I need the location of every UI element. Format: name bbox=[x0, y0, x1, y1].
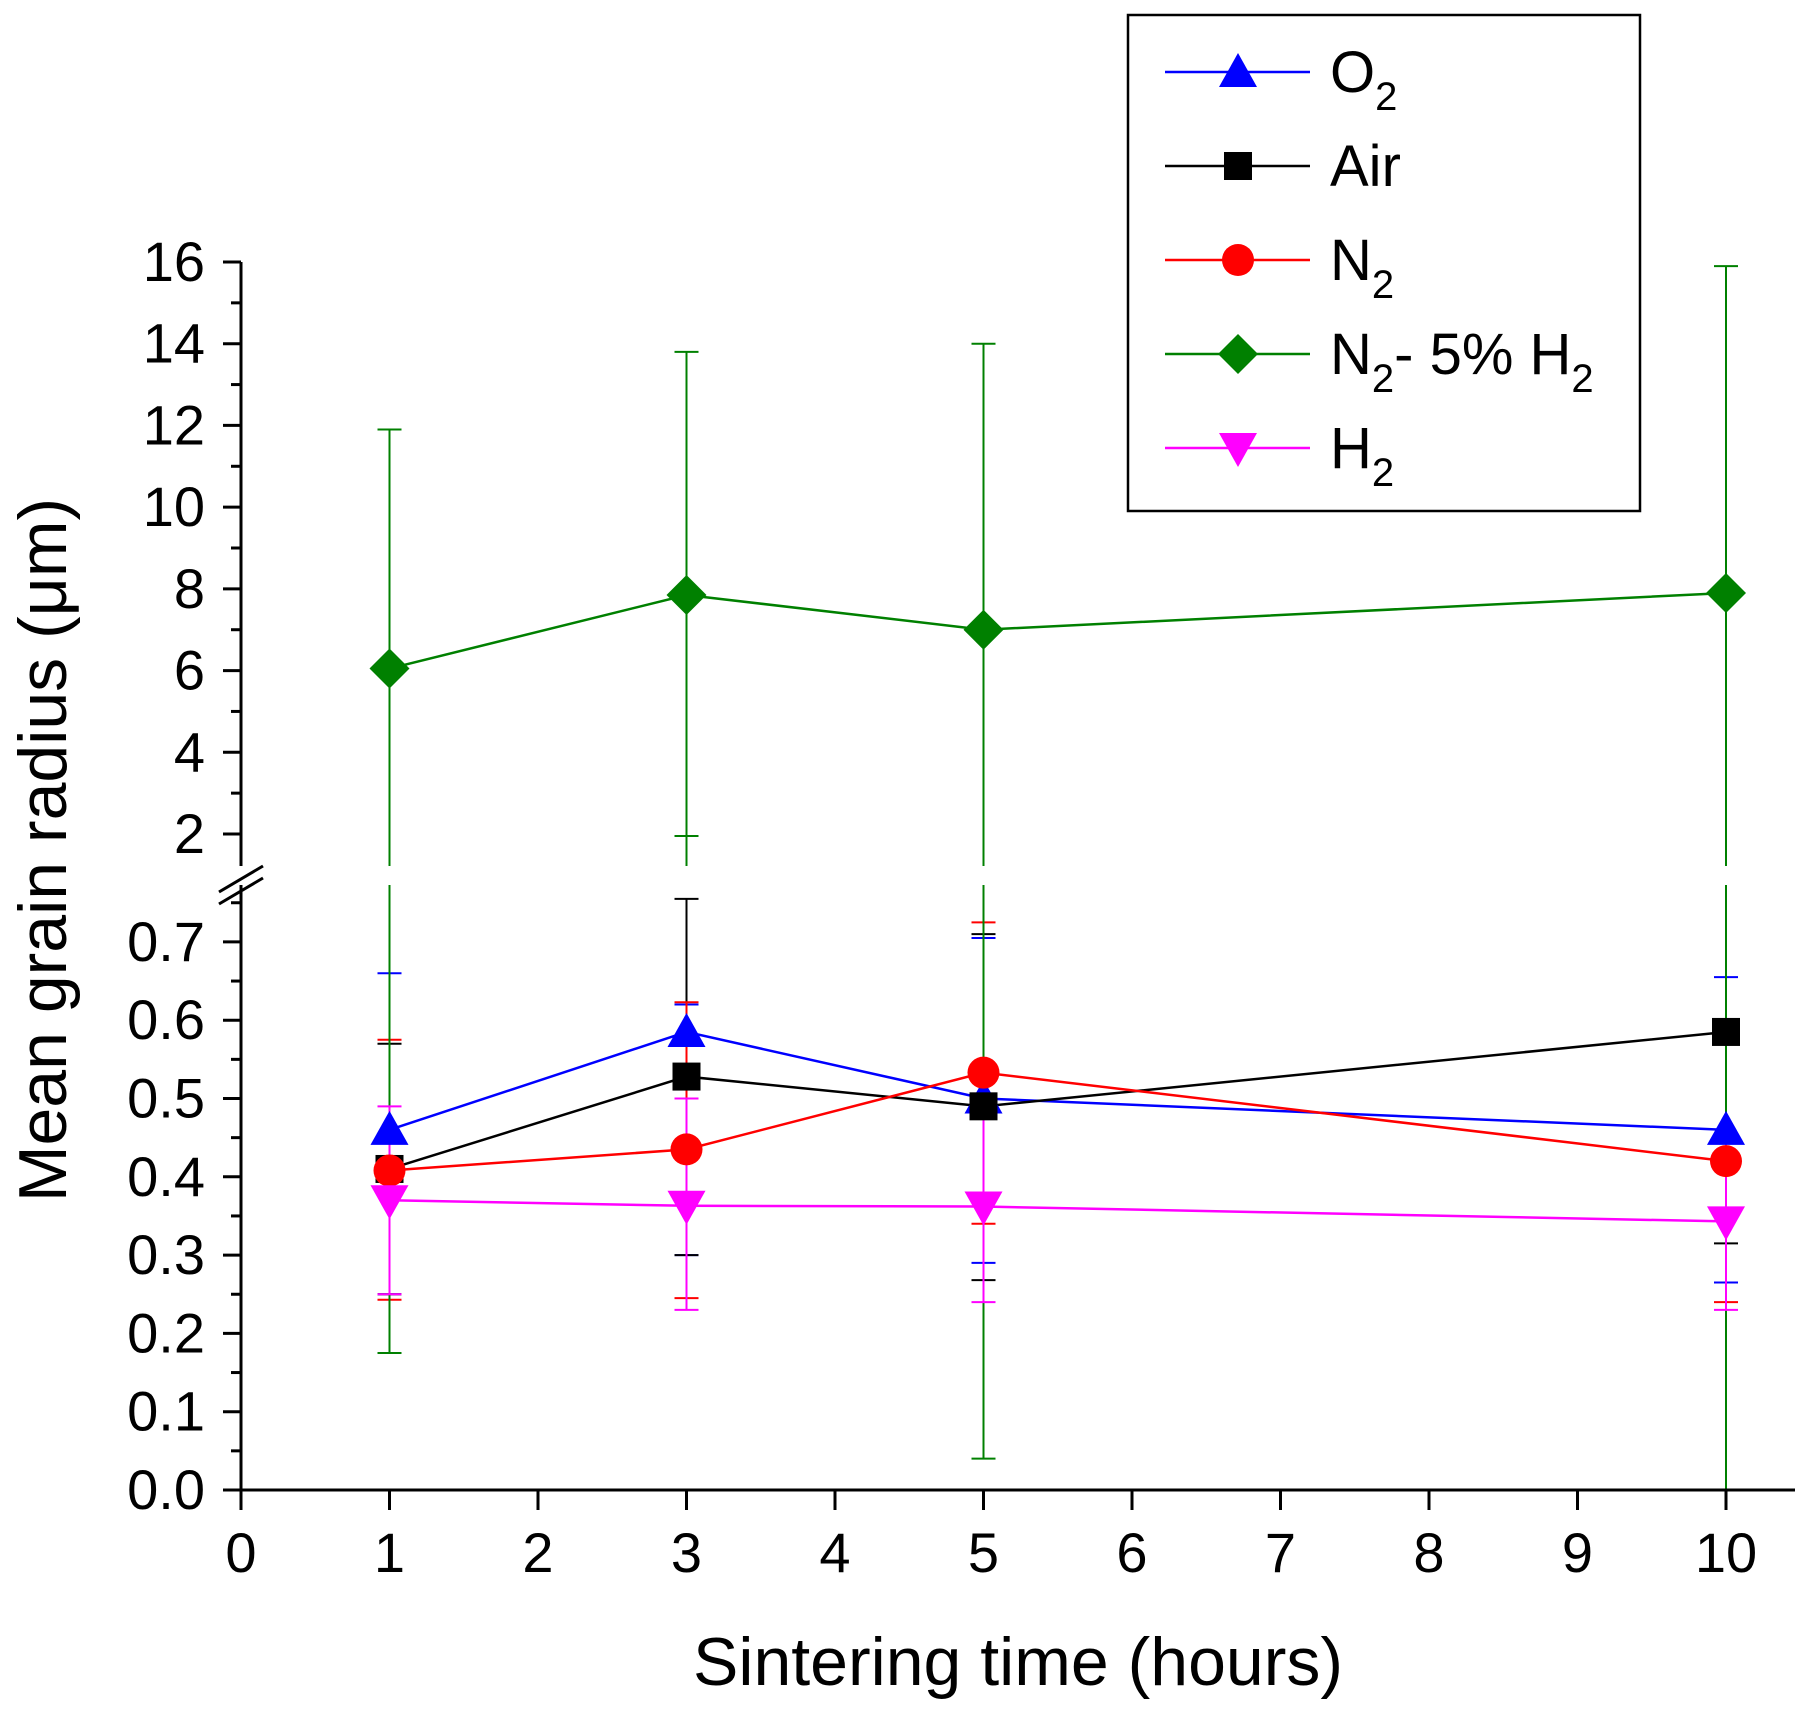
x-axis-title: Sintering time (hours) bbox=[693, 1624, 1343, 1700]
y-tick-label: 0.2 bbox=[127, 1301, 205, 1364]
y-tick-label: 6 bbox=[174, 639, 205, 702]
x-tick-label: 9 bbox=[1562, 1521, 1593, 1584]
legend-marker bbox=[1224, 152, 1252, 180]
y-tick-label: 10 bbox=[143, 475, 205, 538]
series-line-n2 bbox=[389, 1071, 1727, 1172]
y-tick-label: 0.6 bbox=[127, 988, 205, 1051]
marker-layer bbox=[369, 572, 1746, 1241]
series-line-h2 bbox=[389, 1199, 1727, 1223]
legend-marker bbox=[1222, 244, 1254, 276]
data-point-n2 bbox=[967, 1056, 1000, 1089]
legend-marker bbox=[1218, 334, 1258, 374]
legend-label: N2- 5% H2 bbox=[1330, 322, 1594, 401]
data-point-n2-5-h2 bbox=[369, 648, 410, 689]
axis-break-mark bbox=[218, 876, 264, 906]
series-line-layer bbox=[389, 591, 1727, 1223]
x-tick-label: 7 bbox=[1265, 1521, 1296, 1584]
data-point-n2-5-h2 bbox=[1706, 572, 1746, 613]
y-tick-label: 0.0 bbox=[127, 1458, 205, 1521]
data-point-h2 bbox=[1707, 1206, 1745, 1241]
axes-layer: 0 1 2 3 4 5 6 7 8 9 100.00.10.20.30.40.50.60.72468… bbox=[127, 230, 1795, 1584]
y-tick-label: 14 bbox=[143, 312, 205, 375]
y-axis-title: Mean grain radius (μm) bbox=[5, 498, 81, 1202]
x-tick-label: 4 bbox=[819, 1521, 850, 1584]
legend-label: H2 bbox=[1330, 416, 1394, 495]
y-tick-label: 8 bbox=[174, 557, 205, 620]
data-point-n2-5-h2 bbox=[666, 574, 707, 615]
axis-break-mark bbox=[218, 864, 264, 894]
series-line-air bbox=[389, 1030, 1727, 1171]
y-tick-label: 16 bbox=[143, 230, 205, 293]
x-tick-label: 5 bbox=[968, 1521, 999, 1584]
x-tick-label: 8 bbox=[1413, 1521, 1444, 1584]
legend-marker bbox=[1219, 53, 1257, 87]
series-line-n2-5-h2 bbox=[389, 591, 1727, 670]
legend: O2 Air N2 N2- 5% H2 H2 bbox=[1126, 13, 1642, 513]
series-line-o2 bbox=[389, 1030, 1727, 1132]
y-tick-label: 4 bbox=[174, 720, 205, 783]
data-point-n2-5-h2 bbox=[963, 609, 1004, 650]
x-tick-label: 10 bbox=[1695, 1521, 1757, 1584]
y-tick-label: 0.4 bbox=[127, 1145, 205, 1208]
data-point-h2 bbox=[370, 1185, 409, 1220]
y-tick-label: 0.3 bbox=[127, 1223, 205, 1286]
data-point-o2 bbox=[1707, 1110, 1745, 1145]
y-tick-label: 0.1 bbox=[127, 1380, 205, 1443]
data-point-o2 bbox=[667, 1012, 706, 1047]
legend-label: Air bbox=[1330, 134, 1401, 199]
x-tick-label: 6 bbox=[1116, 1521, 1147, 1584]
y-tick-label: 0.5 bbox=[127, 1067, 205, 1130]
data-point-air bbox=[969, 1092, 998, 1121]
x-tick-label: 0 bbox=[225, 1521, 256, 1584]
data-point-h2 bbox=[964, 1191, 1003, 1226]
data-point-o2 bbox=[370, 1110, 409, 1145]
legend-marker bbox=[1219, 433, 1257, 467]
data-point-h2 bbox=[667, 1190, 706, 1225]
legend-label: O2 bbox=[1330, 40, 1397, 119]
legend-box bbox=[1126, 13, 1642, 513]
y-tick-label: 0.7 bbox=[127, 910, 205, 973]
data-point-air bbox=[1712, 1017, 1740, 1046]
x-tick-label: 1 bbox=[374, 1521, 405, 1584]
legend-label: N2 bbox=[1330, 228, 1394, 307]
x-tick-label: 2 bbox=[522, 1521, 553, 1584]
data-point-n2 bbox=[1710, 1145, 1742, 1178]
y-tick-label: 2 bbox=[174, 802, 205, 865]
data-point-n2 bbox=[373, 1154, 406, 1187]
x-tick-label: 3 bbox=[671, 1521, 702, 1584]
y-tick-label: 12 bbox=[143, 393, 205, 456]
data-point-air bbox=[672, 1062, 701, 1091]
data-point-n2 bbox=[670, 1133, 703, 1166]
